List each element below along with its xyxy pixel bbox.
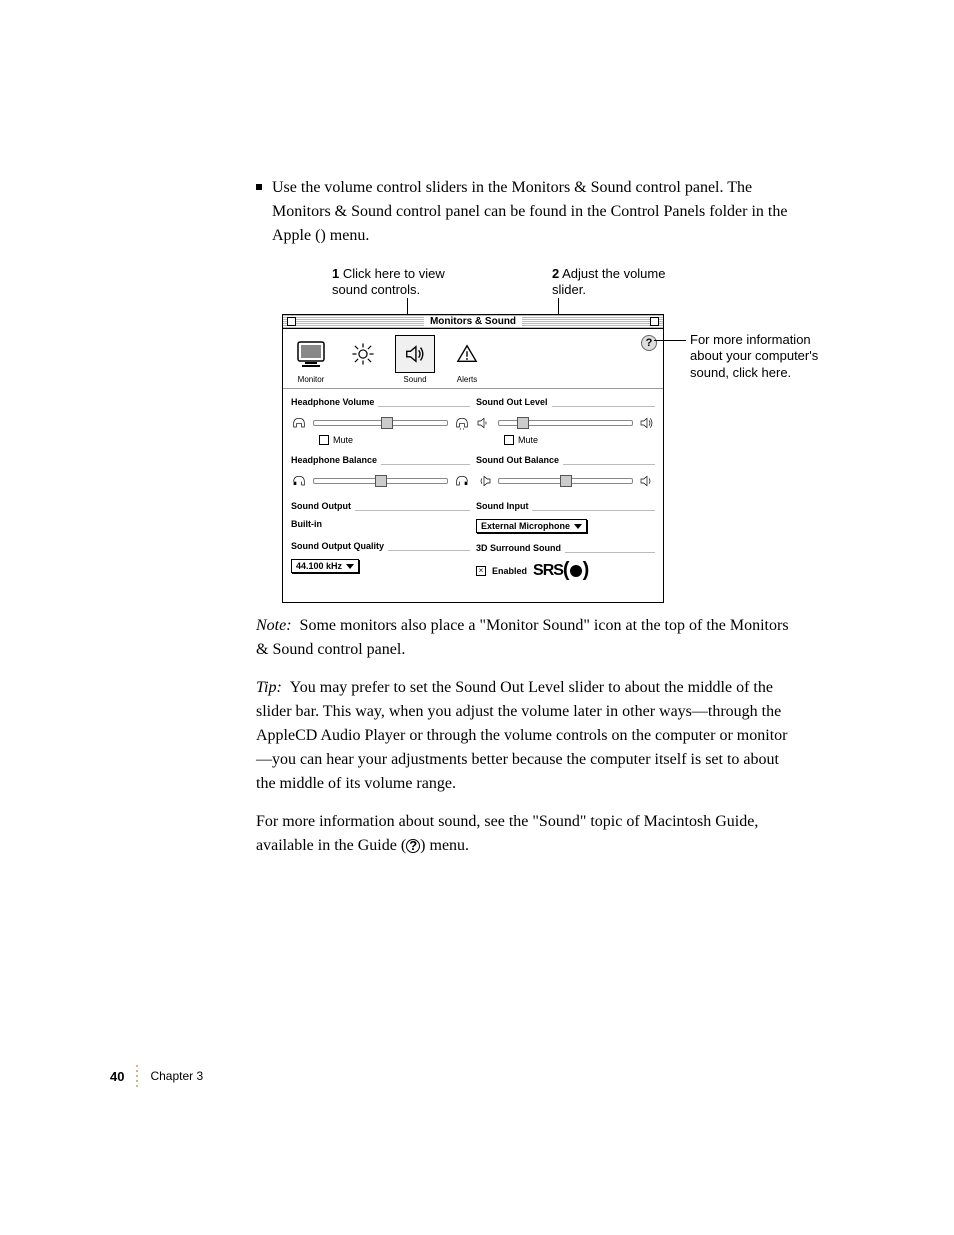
note-paragraph: Note: Some monitors also place a "Monito…: [256, 614, 796, 662]
headphone-right-icon: [454, 473, 470, 489]
sound-output-group: Sound Output Built-in: [291, 501, 470, 531]
help-button[interactable]: ?: [641, 335, 657, 351]
headphone-volume-slider-row: [291, 413, 470, 433]
sound-out-level-slider[interactable]: [498, 420, 633, 426]
sound-out-balance-slider[interactable]: [498, 478, 633, 484]
surround-group: 3D Surround Sound × Enabled SRS (): [476, 543, 655, 582]
sound-tab[interactable]: Sound: [395, 335, 435, 384]
more-info-paragraph: For more information about sound, see th…: [256, 810, 796, 858]
panel-body: Headphone Volume Mute: [283, 389, 663, 602]
sound-out-mute-row: Mute: [476, 435, 655, 445]
surround-title: 3D Surround Sound: [476, 543, 565, 553]
alerts-tab[interactable]: Alerts: [447, 335, 487, 384]
callout-2-text: Adjust the volume slider.: [552, 266, 665, 297]
speaker-right-icon: [639, 473, 655, 489]
zoom-box[interactable]: [650, 317, 659, 326]
brightness-tab[interactable]: [343, 335, 383, 384]
brightness-tab-label: [362, 375, 364, 384]
callout-2: 2 Adjust the volume slider.: [552, 266, 672, 299]
sound-out-level-title: Sound Out Level: [476, 397, 552, 407]
alerts-tab-label: Alerts: [457, 375, 477, 384]
sound-out-level-slider-row: [476, 413, 655, 433]
sound-output-title: Sound Output: [291, 501, 355, 511]
monitor-icon: [295, 339, 327, 369]
brightness-icon: [350, 341, 376, 367]
headphone-mute-label: Mute: [333, 435, 353, 445]
headphone-balance-slider-row: [291, 471, 470, 491]
chevron-down-icon: [346, 564, 354, 569]
note-label: Note:: [256, 617, 292, 634]
bullet-paragraph: Use the volume control sliders in the Mo…: [256, 176, 796, 248]
bullet-text: Use the volume control sliders in the Mo…: [272, 176, 796, 248]
headphone-volume-slider[interactable]: [313, 420, 448, 426]
headphone-mute-row: Mute: [291, 435, 470, 445]
monitors-sound-panel: Monitors & Sound Monitor: [282, 314, 664, 603]
sound-out-level-group: Sound Out Level Mute: [476, 397, 655, 445]
srs-row: × Enabled SRS (): [476, 559, 655, 582]
chapter-label: Chapter 3: [150, 1069, 203, 1083]
callout-1: 1 Click here to view sound controls.: [332, 266, 452, 299]
sound-icon: [404, 343, 426, 365]
srs-text: SRS: [533, 562, 563, 580]
bullet-text-2: ) menu.: [320, 227, 369, 244]
headphone-balance-title: Headphone Balance: [291, 455, 381, 465]
sound-input-value: External Microphone: [481, 521, 570, 531]
more-info-2: ) menu.: [420, 837, 469, 854]
tip-text: You may prefer to set the Sound Out Leve…: [256, 679, 787, 792]
sound-out-mute-label: Mute: [518, 435, 538, 445]
chevron-down-icon: [574, 524, 582, 529]
headphone-left-icon: [291, 473, 307, 489]
srs-logo: SRS (): [533, 559, 588, 582]
sound-input-title: Sound Input: [476, 501, 532, 511]
speaker-left-icon: [476, 473, 492, 489]
sound-out-balance-slider-row: [476, 471, 655, 491]
side-callout-text: For more information about your computer…: [690, 332, 830, 381]
tip-paragraph: Tip: You may prefer to set the Sound Out…: [256, 676, 796, 796]
callout-2-num: 2: [552, 266, 559, 281]
sound-input-group: Sound Input External Microphone: [476, 501, 655, 533]
sound-out-mute-checkbox[interactable]: [504, 435, 514, 445]
srs-enabled-label: Enabled: [492, 566, 527, 576]
headphone-loud-icon: [454, 415, 470, 431]
headphone-volume-title: Headphone Volume: [291, 397, 378, 407]
headphone-balance-slider[interactable]: [313, 478, 448, 484]
speaker-loud-icon: [639, 415, 655, 431]
guide-icon: ?: [406, 839, 420, 853]
sound-out-balance-title: Sound Out Balance: [476, 455, 563, 465]
quality-dropdown-value: 44.100 kHz: [296, 561, 342, 571]
sound-out-balance-group: Sound Out Balance: [476, 455, 655, 491]
page-number: 40: [110, 1069, 124, 1084]
tip-label: Tip:: [256, 679, 282, 696]
side-callout-line: [654, 340, 686, 341]
sound-output-quality-title: Sound Output Quality: [291, 541, 388, 551]
srs-enabled-checkbox[interactable]: ×: [476, 566, 486, 576]
sound-output-value: Built-in: [291, 517, 470, 531]
headphone-quiet-icon: [291, 415, 307, 431]
callout-1-num: 1: [332, 266, 339, 281]
more-info-1: For more information about sound, see th…: [256, 813, 758, 854]
bullet-icon: [256, 184, 262, 190]
left-column: Headphone Volume Mute: [291, 397, 470, 592]
monitor-tab[interactable]: Monitor: [291, 335, 331, 384]
page-footer: 40 Chapter 3: [110, 1065, 203, 1087]
sound-tab-label: Sound: [403, 375, 426, 384]
note-text: Some monitors also place a "Monitor Soun…: [256, 617, 789, 658]
close-box[interactable]: [287, 317, 296, 326]
headphone-volume-group: Headphone Volume Mute: [291, 397, 470, 445]
headphone-balance-group: Headphone Balance: [291, 455, 470, 491]
sound-output-quality-group: Sound Output Quality 44.100 kHz: [291, 541, 470, 573]
headphone-mute-checkbox[interactable]: [319, 435, 329, 445]
sound-input-dropdown[interactable]: External Microphone: [476, 519, 587, 533]
right-column: Sound Out Level Mute: [476, 397, 655, 592]
alerts-icon: [456, 343, 478, 365]
quality-dropdown[interactable]: 44.100 kHz: [291, 559, 359, 573]
footer-dots: [136, 1065, 138, 1087]
callout-1-text: Click here to view sound controls.: [332, 266, 445, 297]
icon-toolbar: Monitor: [283, 329, 663, 389]
speaker-quiet-icon: [476, 415, 492, 431]
window-title: Monitors & Sound: [424, 316, 522, 327]
monitor-tab-label: Monitor: [298, 375, 325, 384]
titlebar: Monitors & Sound: [283, 315, 663, 329]
